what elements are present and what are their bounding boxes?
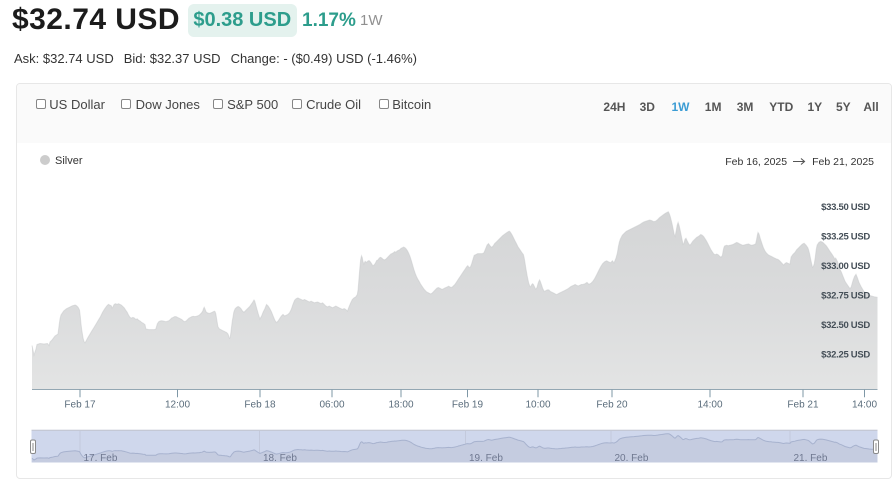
svg-text:20. Feb: 20. Feb <box>615 453 649 464</box>
svg-text:14:00: 14:00 <box>697 400 722 411</box>
svg-text:18:00: 18:00 <box>388 400 413 411</box>
svg-text:$32.25 USD: $32.25 USD <box>821 350 870 361</box>
svg-text:12:00: 12:00 <box>165 400 190 411</box>
svg-text:14:00: 14:00 <box>852 400 877 411</box>
svg-text:$32.50 USD: $32.50 USD <box>821 320 870 331</box>
svg-text:$33.50 USD: $33.50 USD <box>821 202 870 213</box>
svg-text:$32.75 USD: $32.75 USD <box>821 291 870 302</box>
svg-text:17. Feb: 17. Feb <box>84 453 118 464</box>
svg-text:10:00: 10:00 <box>525 400 550 411</box>
svg-text:Feb 19: Feb 19 <box>452 400 484 411</box>
svg-text:$33.00 USD: $33.00 USD <box>821 261 870 272</box>
svg-text:Feb 18: Feb 18 <box>244 400 276 411</box>
svg-text:Feb 17: Feb 17 <box>64 400 96 411</box>
svg-text:$33.25 USD: $33.25 USD <box>821 232 870 243</box>
svg-text:21. Feb: 21. Feb <box>794 453 828 464</box>
svg-text:19. Feb: 19. Feb <box>469 453 503 464</box>
svg-text:Feb 20: Feb 20 <box>596 400 628 411</box>
svg-text:18. Feb: 18. Feb <box>263 453 297 464</box>
svg-text:Feb 21: Feb 21 <box>787 400 819 411</box>
svg-text:06:00: 06:00 <box>319 400 344 411</box>
